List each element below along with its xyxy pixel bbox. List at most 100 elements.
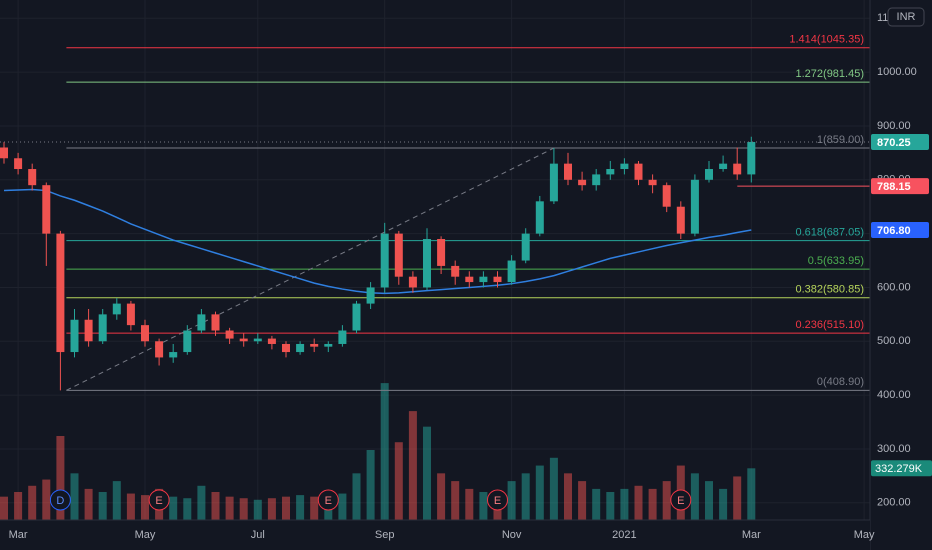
price-tag-label: 870.25 bbox=[877, 137, 911, 149]
volume-tag bbox=[871, 460, 932, 477]
volume-bar bbox=[437, 473, 446, 520]
candle-body bbox=[592, 174, 601, 186]
candle-body bbox=[408, 276, 417, 288]
volume-bar bbox=[14, 492, 23, 520]
ma-tag-label: 706.80 bbox=[877, 225, 911, 237]
candle-body bbox=[662, 185, 671, 207]
y-tick-label: 400.00 bbox=[877, 389, 911, 401]
event-marker[interactable] bbox=[487, 489, 508, 511]
candle-body bbox=[296, 343, 305, 353]
candle-body bbox=[620, 163, 629, 170]
volume-bar bbox=[84, 488, 93, 520]
candle-body bbox=[239, 338, 248, 342]
candle-body bbox=[507, 260, 516, 283]
event-label: E bbox=[155, 495, 162, 507]
volume-bar bbox=[253, 499, 262, 520]
volume-bar bbox=[42, 479, 51, 520]
candle-body bbox=[310, 343, 319, 347]
candle-body bbox=[521, 233, 530, 261]
candle-body bbox=[42, 185, 51, 234]
currency-button[interactable] bbox=[887, 7, 925, 27]
ma-tag bbox=[871, 221, 929, 238]
candle-body bbox=[733, 163, 742, 175]
candle-body bbox=[56, 233, 65, 353]
x-tick-label: Nov bbox=[502, 529, 522, 541]
volume-bar bbox=[451, 481, 460, 520]
currency-label: INR bbox=[897, 11, 916, 23]
volume-bar bbox=[310, 496, 319, 520]
candle-body bbox=[465, 276, 474, 283]
x-tick-label: Mar bbox=[742, 529, 761, 541]
candle-body bbox=[493, 276, 502, 283]
event-marker[interactable] bbox=[670, 489, 692, 511]
fib-label: 1.414(1045.35) bbox=[789, 34, 864, 46]
x-tick-label: May bbox=[854, 529, 875, 541]
trend-line bbox=[66, 147, 555, 391]
candle-body bbox=[338, 330, 347, 344]
candle-body bbox=[169, 352, 178, 358]
candle-body bbox=[70, 319, 79, 353]
candle-body bbox=[126, 303, 135, 326]
volume-bar bbox=[352, 473, 361, 520]
volume-bar bbox=[366, 450, 375, 520]
candle-body bbox=[197, 314, 206, 331]
fib-label: 1(859.00) bbox=[817, 134, 864, 146]
candle-body bbox=[141, 325, 149, 342]
volume-bar bbox=[380, 383, 389, 520]
event-label: E bbox=[677, 495, 684, 507]
x-tick-label: Jul bbox=[251, 529, 265, 541]
volume-bar bbox=[535, 465, 544, 520]
volume-bar bbox=[141, 495, 149, 520]
volume-bar bbox=[662, 481, 671, 520]
fib-label: 0.236(515.10) bbox=[796, 319, 865, 331]
fib-label: 0.5(633.95) bbox=[808, 255, 864, 267]
event-label: E bbox=[494, 495, 501, 507]
candle-body bbox=[14, 158, 23, 170]
candle-body bbox=[535, 201, 544, 234]
volume-bar bbox=[197, 485, 206, 520]
fib-label: 1.272(981.45) bbox=[796, 68, 865, 80]
y-tick-label: 300.00 bbox=[877, 443, 911, 455]
candle-body bbox=[98, 314, 107, 342]
candle-body bbox=[282, 343, 290, 353]
candle-body bbox=[225, 330, 234, 339]
volume-bar bbox=[394, 442, 403, 520]
volume-bar bbox=[296, 495, 305, 520]
volume-bar bbox=[592, 488, 601, 520]
candle-body bbox=[676, 206, 685, 234]
candle-body bbox=[155, 341, 164, 358]
volume-bar bbox=[169, 496, 178, 520]
volume-bar bbox=[0, 496, 8, 520]
event-label: D bbox=[56, 495, 64, 507]
volume-bar bbox=[338, 493, 347, 520]
moving-average bbox=[3, 188, 752, 295]
candle-body bbox=[705, 169, 713, 180]
fib-label: 0(408.90) bbox=[817, 376, 864, 388]
event-marker[interactable] bbox=[148, 489, 170, 511]
event-marker[interactable] bbox=[49, 489, 71, 511]
candle-body bbox=[211, 314, 220, 331]
candle-body bbox=[423, 239, 431, 288]
volume-bar bbox=[620, 488, 629, 520]
volume-bar bbox=[521, 473, 530, 520]
volume-bar bbox=[733, 476, 742, 520]
volume-bar bbox=[705, 481, 713, 520]
candle-body bbox=[394, 233, 403, 277]
volume-bar bbox=[211, 492, 220, 520]
volume-bar bbox=[282, 496, 290, 520]
volume-bar bbox=[719, 488, 728, 520]
volume-bar bbox=[507, 481, 516, 520]
volume-bar bbox=[578, 481, 587, 520]
price-tag bbox=[871, 133, 929, 150]
volume-tag-label: 332.279K bbox=[875, 463, 923, 475]
volume-bar bbox=[183, 498, 192, 520]
candle-body bbox=[366, 287, 375, 304]
volume-bar bbox=[564, 473, 572, 520]
candle-body bbox=[352, 303, 361, 331]
event-marker[interactable] bbox=[317, 489, 339, 511]
volume-bar bbox=[549, 457, 558, 520]
x-tick-label: May bbox=[135, 529, 156, 541]
candle-body bbox=[28, 169, 37, 186]
x-tick-label: Sep bbox=[375, 529, 395, 541]
candle-body bbox=[606, 169, 615, 175]
